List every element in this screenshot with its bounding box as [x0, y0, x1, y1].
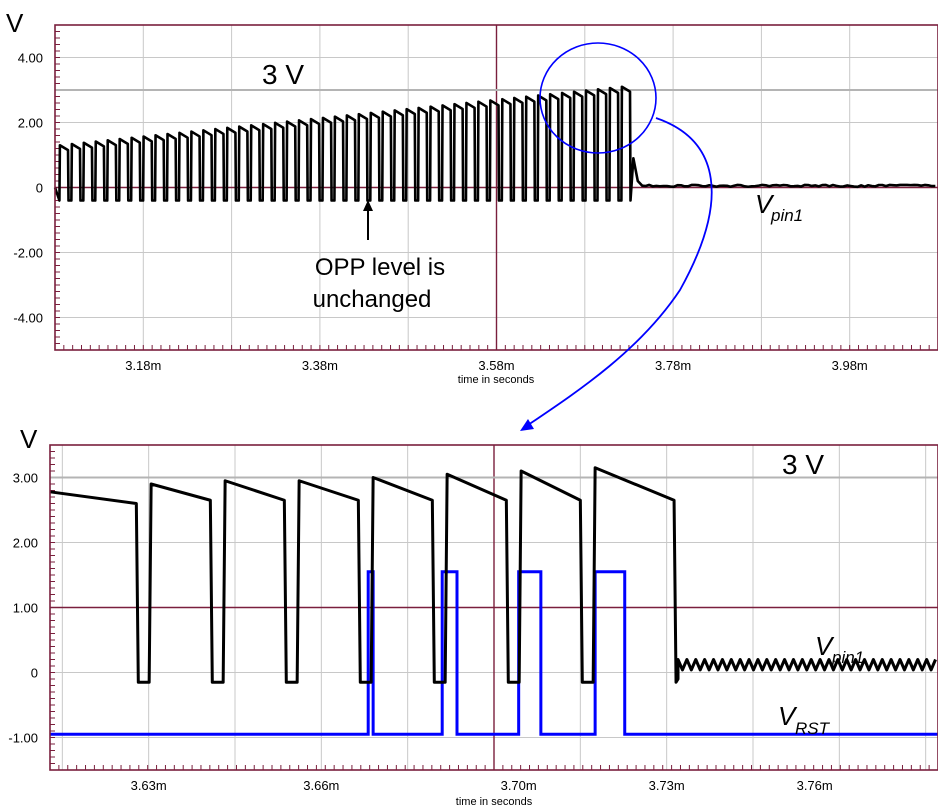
bottom-vrst-sub: RST: [795, 719, 831, 738]
top-x-tick-labels: 3.18m 3.38m 3.58m 3.78m 3.98m: [125, 358, 868, 373]
bottom-y-tick-labels: 3.00 2.00 1.00 0 -1.00: [8, 471, 38, 746]
top-x-tick-label: 3.98m: [832, 358, 868, 373]
top-y-tick-label: 0: [36, 181, 43, 196]
top-x-tick-label: 3.58m: [478, 358, 514, 373]
bottom-y-tick-label: 3.00: [13, 471, 38, 486]
zoom-connector-head: [520, 419, 534, 431]
top-vpin1-sub: pin1: [770, 206, 803, 225]
top-x-tick-label: 3.78m: [655, 358, 691, 373]
bottom-x-tick-label: 3.70m: [501, 778, 537, 793]
bottom-x-tick-label: 3.76m: [797, 778, 833, 793]
bottom-x-tick-labels: 3.63m 3.66m 3.70m 3.73m 3.76m: [131, 778, 833, 793]
bottom-3v-label: 3 V: [782, 449, 824, 480]
bottom-x-axis-title: time in seconds: [456, 796, 533, 808]
bottom-y-tick-label: -1.00: [8, 731, 38, 746]
bottom-vpin1-sub: pin1: [831, 648, 864, 667]
bottom-x-tick-label: 3.73m: [649, 778, 685, 793]
top-y-tick-label: 2.00: [18, 116, 43, 131]
opp-label-line1: OPP level is: [315, 254, 445, 281]
top-x-tick-label: 3.18m: [125, 358, 161, 373]
opp-label-line2: unchanged: [313, 286, 432, 313]
top-x-tick-label: 3.38m: [302, 358, 338, 373]
bottom-y-tick-label: 0: [31, 666, 38, 681]
bottom-unit-label: V: [20, 424, 38, 454]
top-y-tick-label: -4.00: [13, 311, 43, 326]
top-x-axis-title: time in seconds: [458, 374, 535, 386]
top-3v-label: 3 V: [262, 59, 304, 90]
bottom-y-tick-label: 2.00: [13, 536, 38, 551]
top-y-tick-label: 4.00: [18, 51, 43, 66]
bottom-chart: V 3.00 2.00 1.00 0 -1.00 3.63m 3.66m 3.70m 3.73…: [8, 424, 938, 808]
top-y-tick-labels: 4.00 2.00 0 -2.00 -4.00: [13, 51, 43, 326]
bottom-x-tick-label: 3.63m: [131, 778, 167, 793]
top-unit-label: V: [6, 8, 24, 38]
bottom-x-tick-label: 3.66m: [303, 778, 339, 793]
top-y-tick-label: -2.00: [13, 246, 43, 261]
bottom-y-tick-label: 1.00: [13, 601, 38, 616]
top-chart: V 4.00 2.00 0 -2.00 -4.00 3.18m 3.38m 3.58m 3.7…: [6, 8, 938, 386]
